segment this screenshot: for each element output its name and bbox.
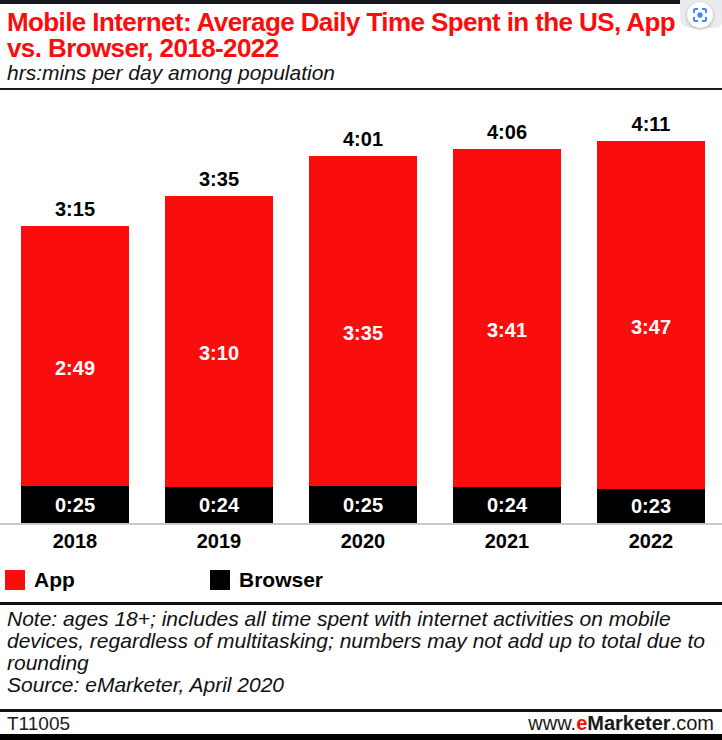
browser-value-label-2021: 0:24 bbox=[487, 494, 527, 517]
segment-app-2022: 3:47 bbox=[597, 141, 705, 489]
title-divider bbox=[0, 88, 722, 90]
segment-browser-2018: 0:25 bbox=[21, 486, 129, 524]
segment-browser-2020: 0:25 bbox=[309, 486, 417, 524]
legend-label-app: App bbox=[34, 568, 75, 592]
year-label-2020: 2020 bbox=[309, 530, 417, 553]
site-brand-rest: Marketer bbox=[587, 712, 670, 734]
year-label-2018: 2018 bbox=[21, 530, 129, 553]
total-label-2018: 3:15 bbox=[21, 198, 129, 221]
segment-browser-2019: 0:24 bbox=[165, 487, 273, 524]
app-value-label-2022: 3:47 bbox=[631, 316, 671, 339]
app-value-label-2018: 2:49 bbox=[55, 357, 95, 380]
bottom-border-bar bbox=[0, 734, 722, 740]
segment-app-2019: 3:10 bbox=[165, 196, 273, 487]
site-url: www.eMarketer.com bbox=[528, 712, 714, 735]
bar-2022: 4:113:470:232022 bbox=[597, 141, 705, 524]
year-label-2021: 2021 bbox=[453, 530, 561, 553]
year-label-2022: 2022 bbox=[597, 530, 705, 553]
bar-2021: 4:063:410:242021 bbox=[453, 149, 561, 524]
segment-app-2021: 3:41 bbox=[453, 149, 561, 487]
x-axis-line bbox=[0, 523, 722, 525]
legend-label-browser: Browser bbox=[239, 568, 323, 592]
segment-app-2018: 2:49 bbox=[21, 226, 129, 486]
note-block: Note: ages 18+; includes all time spent … bbox=[7, 608, 719, 696]
legend-item-browser: Browser bbox=[210, 566, 323, 594]
segment-browser-2022: 0:23 bbox=[597, 489, 705, 524]
total-label-2020: 4:01 bbox=[309, 128, 417, 151]
note-text: Note: ages 18+; includes all time spent … bbox=[7, 608, 719, 674]
browser-value-label-2022: 0:23 bbox=[631, 495, 671, 518]
segment-browser-2021: 0:24 bbox=[453, 487, 561, 524]
app-value-label-2021: 3:41 bbox=[487, 319, 527, 342]
chart-id: T11005 bbox=[7, 713, 70, 735]
chart-subtitle: hrs:mins per day among population bbox=[7, 61, 335, 85]
browser-value-label-2018: 0:25 bbox=[55, 494, 95, 517]
app-value-label-2020: 3:35 bbox=[343, 322, 383, 345]
note-divider bbox=[0, 602, 722, 605]
source-text: Source: eMarketer, April 2020 bbox=[7, 674, 719, 696]
top-border-bar bbox=[0, 0, 688, 4]
chart-title: Mobile Internet: Average Daily Time Spen… bbox=[7, 9, 707, 61]
legend-swatch-browser bbox=[210, 570, 230, 590]
legend-swatch-app bbox=[5, 570, 25, 590]
browser-value-label-2019: 0:24 bbox=[199, 494, 239, 517]
browser-value-label-2020: 0:25 bbox=[343, 494, 383, 517]
segment-app-2020: 3:35 bbox=[309, 156, 417, 486]
total-label-2021: 4:06 bbox=[453, 121, 561, 144]
app-value-label-2019: 3:10 bbox=[199, 342, 239, 365]
site-brand-e: e bbox=[576, 712, 587, 734]
site-suffix: .com bbox=[671, 712, 714, 734]
bar-2018: 3:152:490:252018 bbox=[21, 226, 129, 524]
bar-2019: 3:353:100:242019 bbox=[165, 196, 273, 524]
year-label-2019: 2019 bbox=[165, 530, 273, 553]
legend-item-app: App bbox=[5, 566, 75, 594]
total-label-2019: 3:35 bbox=[165, 168, 273, 191]
chart: 3:152:490:2520183:353:100:2420194:013:35… bbox=[0, 95, 722, 524]
bar-2020: 4:013:350:252020 bbox=[309, 156, 417, 524]
site-prefix: www. bbox=[528, 712, 576, 734]
total-label-2022: 4:11 bbox=[597, 113, 705, 136]
